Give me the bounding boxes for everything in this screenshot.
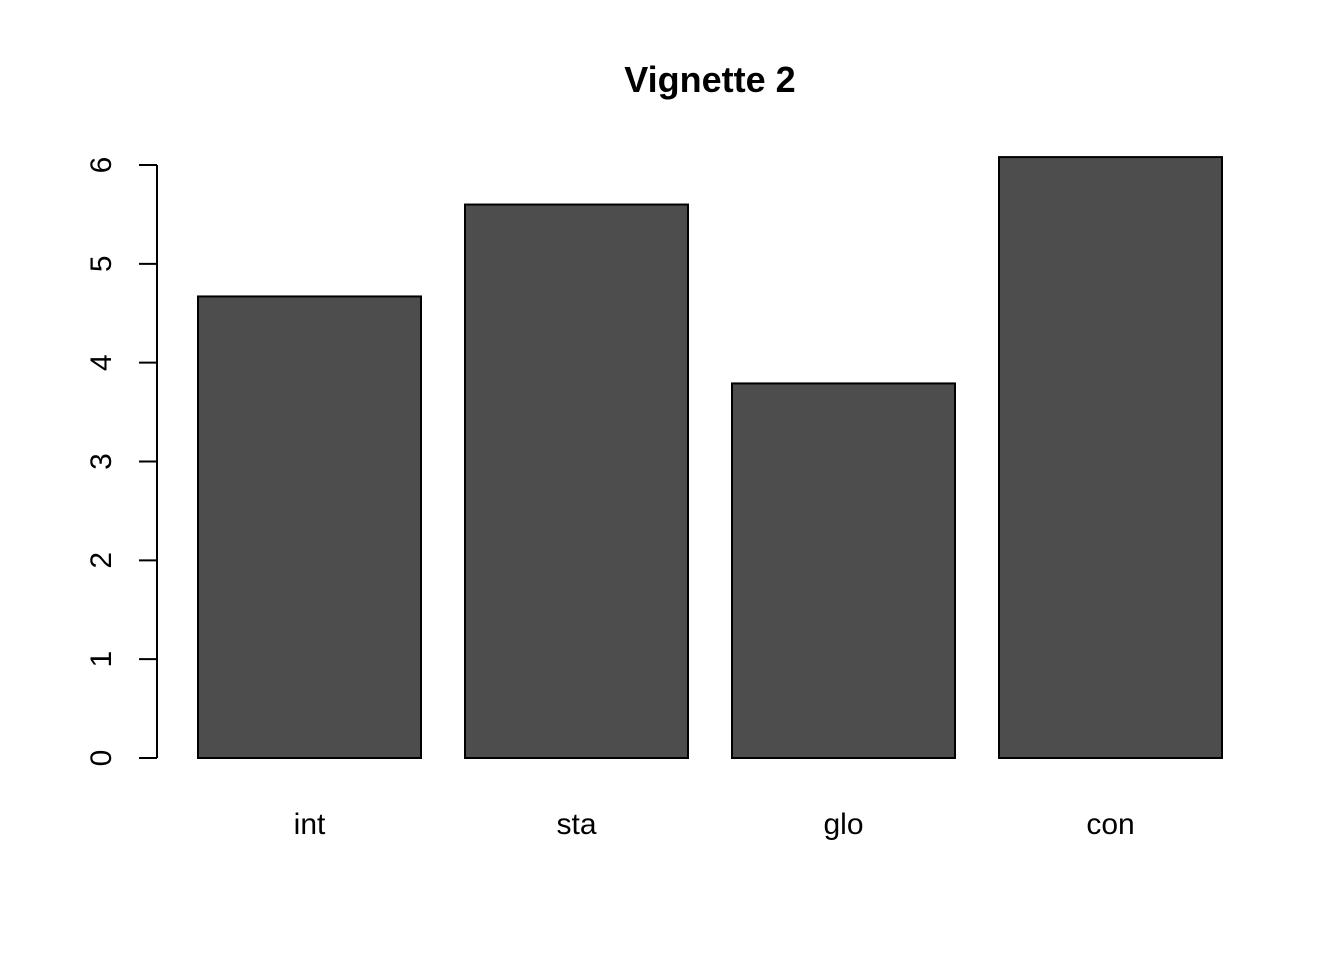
bar-int [197,295,422,759]
y-tick-label: 0 [85,750,118,767]
x-category-label: int [294,808,326,841]
bars [197,156,1223,760]
y-tick-label: 4 [85,354,118,371]
y-axis: 0 1 2 3 4 5 6 [85,157,158,767]
bar-con [998,156,1223,760]
y-tick-label: 3 [85,453,118,470]
y-tick-label: 1 [85,651,118,668]
x-axis-labels: int sta glo con [294,808,1135,841]
x-category-label: glo [823,808,863,841]
bar-glo [731,382,956,759]
y-tick-label: 6 [85,157,118,174]
y-tick-label: 2 [85,552,118,569]
bar-sta [464,203,689,760]
y-tick-label: 5 [85,255,118,272]
chart-title: Vignette 2 [624,59,795,100]
x-category-label: con [1086,808,1134,841]
x-category-label: sta [556,808,596,841]
